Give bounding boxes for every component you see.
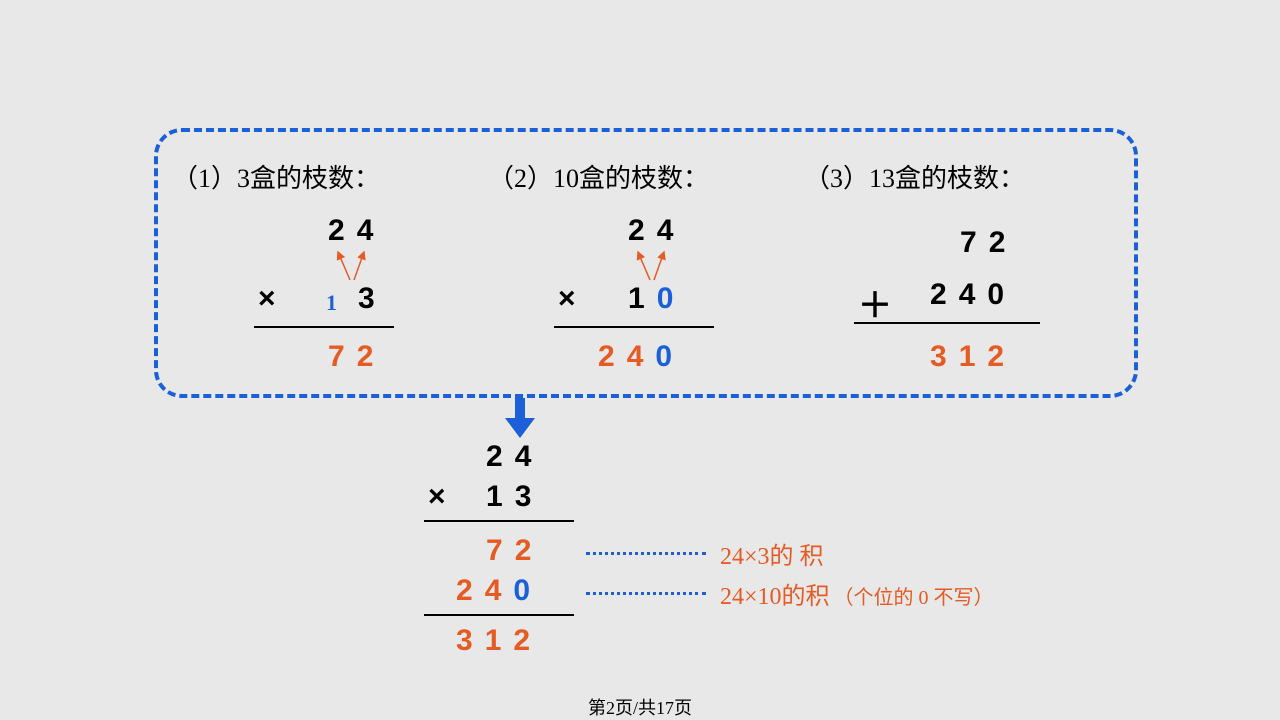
- label-1: （1）3盒的枝数：: [172, 158, 380, 195]
- p1-op: ×: [258, 282, 276, 316]
- c-row2: 240: [456, 574, 542, 608]
- p1-line: [254, 326, 394, 328]
- c-top: 24: [486, 440, 543, 474]
- c-line2: [424, 614, 574, 616]
- p3-add: 240: [930, 278, 1016, 312]
- c-op: ×: [428, 480, 446, 514]
- annotation-1: 24×3的 积: [720, 536, 824, 571]
- p3-op: ＋: [858, 278, 892, 327]
- dotted-line-2: [586, 592, 706, 595]
- arrow-down-icon: [505, 398, 535, 438]
- p1-result: 72: [328, 340, 385, 374]
- p3-result: 312: [930, 340, 1016, 374]
- p2-top-24: 24: [628, 214, 685, 248]
- label-2: （2）10盒的枝数：: [488, 158, 709, 195]
- annotation-2: 24×10的积 （个位的 0 不写）: [720, 576, 994, 611]
- p2-result: 240: [598, 340, 684, 374]
- page-footer: 第2页/共17页: [0, 694, 1280, 720]
- p1-top-24: 24: [328, 214, 385, 248]
- p1-carry: 1: [326, 290, 337, 316]
- p2-mult: 10: [628, 282, 685, 316]
- p2-arrows-icon: [628, 246, 688, 286]
- c-mult: 13: [486, 480, 543, 514]
- dotted-line-1: [586, 552, 706, 555]
- p3-top: 72: [960, 226, 1017, 260]
- c-sum: 312: [456, 624, 542, 658]
- p3-line: [854, 322, 1040, 324]
- c-row1: 72: [486, 534, 543, 568]
- c-line1: [424, 520, 574, 522]
- p2-line: [554, 326, 714, 328]
- p1-mult: 3: [358, 282, 387, 316]
- p1-arrows-icon: [328, 246, 388, 286]
- p2-op: ×: [558, 282, 576, 316]
- label-3: （3）13盒的枝数：: [804, 158, 1025, 195]
- slide: （1）3盒的枝数： （2）10盒的枝数： （3）13盒的枝数： 24 × 1 3…: [0, 0, 1280, 720]
